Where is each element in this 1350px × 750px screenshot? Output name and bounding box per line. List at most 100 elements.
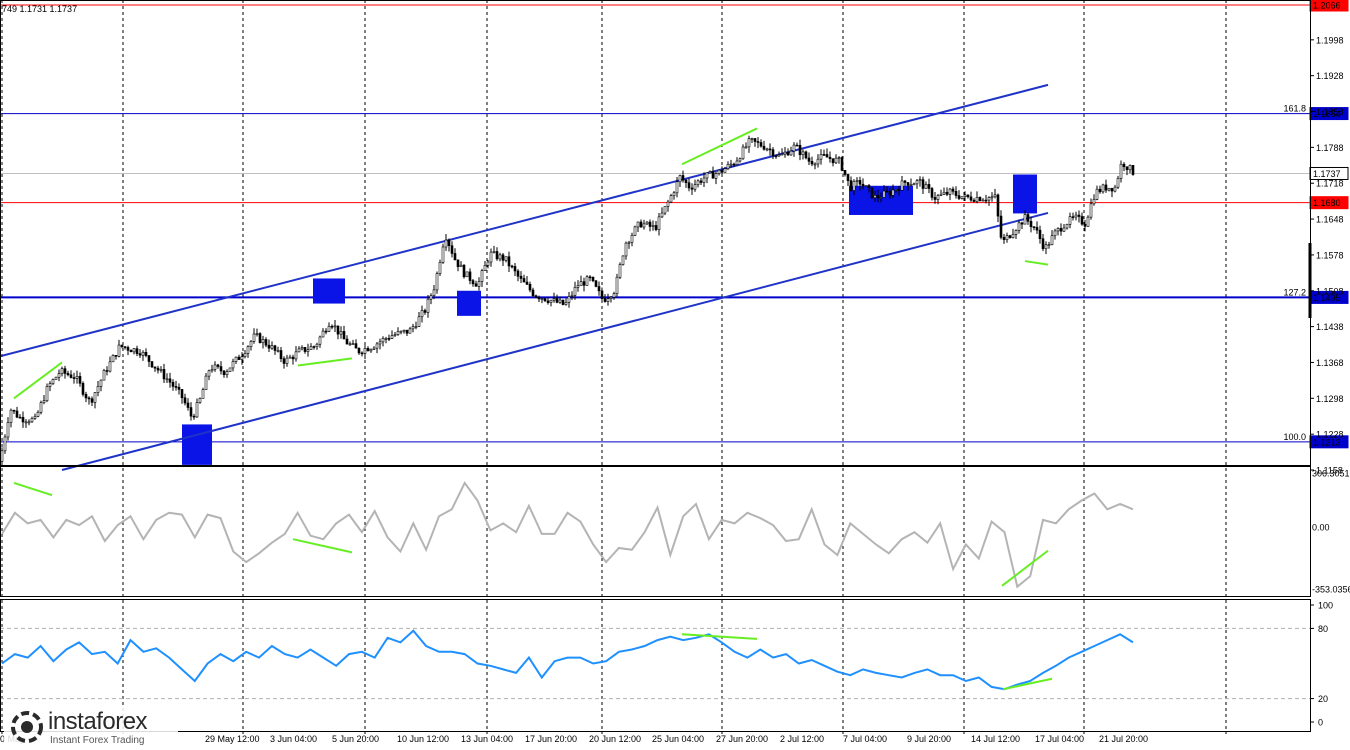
candle-body [852,181,856,191]
candle-body [219,366,223,372]
candle-body [813,163,817,166]
candle-body [348,343,352,346]
candle-body [306,349,310,352]
candle-body [411,326,415,330]
candle-body [357,347,361,354]
candle-body [681,175,685,181]
candle-body [768,148,772,151]
candle-body [108,361,112,372]
candle-body [621,255,625,265]
candle-body [330,325,334,328]
candle-body [1041,238,1045,249]
candle-body [1047,244,1051,246]
candle-body [132,348,136,353]
candle-body [1092,199,1096,205]
x-tick-label: 14 Jul 12:00 [971,734,1020,744]
candle-body [870,187,874,199]
candle-body [855,180,859,182]
x-tick-label: 9 Jul 20:00 [907,734,951,744]
candle-body [354,343,358,349]
candle-body [39,402,43,413]
candle-body [531,289,535,296]
candle-body [462,264,466,278]
candle-body [1116,178,1120,188]
candle-body [948,188,952,195]
candle-body [963,194,967,197]
y-tick-label: 1.1718 [1316,179,1344,189]
x-tick-label: 17 Jul 04:00 [1035,734,1084,744]
candle-body [180,389,184,399]
candle-body [36,411,40,417]
candle-body [6,422,10,438]
candle-body [390,335,394,339]
candle-body [831,158,835,164]
candle-body [1071,216,1075,218]
candle-body [471,280,475,285]
candle-body [981,199,985,202]
candle-body [717,169,721,174]
candle-body [318,336,322,345]
candle-body [810,160,814,165]
candle-body [951,188,955,192]
candle-body [891,189,895,196]
candle-body [732,163,736,166]
candle-body [588,276,592,279]
rsi-divergence-line [681,633,758,640]
x-tick-label: 5 Jun 20:00 [332,734,379,744]
candle-body [66,373,70,376]
axes: 1.1998 1.1928 1.1858 1.1788 1.1718 1.1648 1.15… [0,35,1350,744]
channel-line [0,83,1049,358]
candle-body [663,206,667,214]
candle-body [459,264,463,267]
candle-body [1101,184,1105,193]
candle-body [225,371,229,376]
candle-body [288,356,292,359]
candle-body [726,164,730,169]
candle-body [30,418,34,423]
candle-body [900,180,904,191]
candle-body [1113,186,1117,192]
candle-body [1017,222,1021,231]
x-tick-label: 20 Jun 12:00 [589,734,641,744]
candle-body [498,254,502,260]
candle-body [945,191,949,195]
candle-body [489,251,493,263]
rsi-line [1,629,1134,691]
candle-body [1020,222,1024,225]
y-tick-label: 1.1438 [1316,322,1344,332]
candle-body [231,361,235,369]
candle-body [120,344,124,347]
candle-body [135,348,139,354]
candle-body [468,271,472,281]
candle-body [876,195,880,199]
candle-body [579,281,583,286]
candle-body [978,197,982,202]
candle-body [777,154,781,157]
candle-body [849,180,853,191]
divergence-line [297,357,353,367]
candle-body [867,185,871,189]
candle-body [708,171,712,174]
candle-body [558,299,562,303]
divergence-line [13,361,63,400]
candle-body [690,187,694,190]
candle-body [351,343,355,345]
price-tag-label: 1.1213 [1313,437,1341,447]
candle-body [198,398,202,403]
candle-body [939,193,943,196]
candle-body [378,341,382,345]
candle-body [1080,216,1084,225]
candle-body [24,421,28,424]
candle-body [297,348,301,353]
candle-body [528,284,532,291]
candle-body [705,172,709,179]
candle-body [183,397,187,404]
candle-body [888,191,892,196]
candle-body [720,169,724,173]
candle-body [312,346,316,348]
candle-body [207,370,211,377]
candle-body [882,190,886,198]
candle-body [759,142,763,147]
candle-body [477,281,481,287]
candle-body [942,191,946,195]
